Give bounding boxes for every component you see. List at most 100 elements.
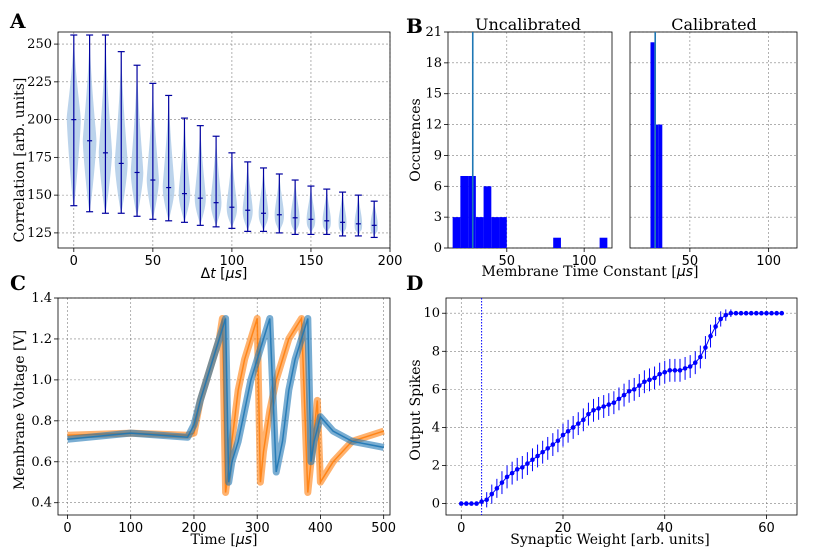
- histogram-bar: [475, 217, 484, 248]
- x-tick-label: 0: [457, 521, 465, 536]
- data-point: [698, 354, 703, 360]
- data-point: [509, 470, 515, 476]
- histogram-bar: [658, 124, 663, 248]
- panel-d-xlabel: Synaptic Weight [arb. units]: [510, 532, 709, 548]
- panel-d-errorbar-plot: 0 20 40 60 0 2 4 6 8 10: [423, 297, 798, 536]
- x-tick-label: 150: [299, 254, 324, 269]
- data-point: [535, 453, 540, 459]
- data-point: [754, 310, 759, 316]
- panel-a-violin-plot: 0 50 100 150 200 125 150 175 200 225 250: [27, 31, 403, 269]
- data-point: [601, 404, 606, 409]
- panel-b-uncalibrated-histogram: 50 100 0 3 6 9 12 15 18 21: [425, 25, 613, 269]
- data-point: [759, 310, 764, 316]
- histogram-bar: [650, 42, 655, 249]
- y-tick-label: 1.0: [31, 373, 52, 388]
- y-tick-label: 175: [27, 150, 52, 165]
- y-tick-label: 6: [432, 382, 440, 397]
- x-tick-label: 20: [555, 521, 572, 536]
- data-point: [540, 449, 545, 455]
- x-tick-label: 0: [63, 521, 71, 536]
- axes-frame: [57, 31, 391, 249]
- x-tick-label: 100: [756, 254, 781, 269]
- data-point: [591, 408, 596, 413]
- x-tick-label: 100: [219, 254, 244, 269]
- y-tick-label: 18: [425, 56, 442, 71]
- data-point: [596, 406, 601, 411]
- data-point: [662, 369, 668, 375]
- y-tick-label: 225: [27, 75, 52, 90]
- panel-b-calibrated-histogram: 50 100: [629, 31, 798, 269]
- data-point: [667, 368, 673, 373]
- y-tick-label: 12: [425, 118, 442, 133]
- axes-frame: [629, 31, 798, 249]
- data-point: [520, 465, 525, 470]
- y-tick-label: 9: [434, 148, 442, 163]
- data-point: [703, 345, 708, 350]
- y-tick-label: 150: [27, 188, 52, 203]
- panel-letter-c: C: [10, 271, 26, 295]
- y-tick-label: 1.4: [31, 291, 52, 306]
- data-point: [494, 486, 500, 491]
- data-point: [514, 467, 520, 472]
- data-point: [616, 396, 622, 402]
- data-point: [652, 375, 657, 381]
- data-point: [484, 497, 489, 503]
- x-tick-label: 50: [682, 254, 699, 269]
- data-point: [657, 371, 662, 377]
- histogram-bar: [460, 176, 469, 248]
- data-point: [743, 310, 749, 316]
- data-point: [565, 428, 571, 434]
- data-point: [728, 310, 734, 316]
- data-point: [474, 501, 479, 506]
- panel-a-xlabel: Δt [μs]: [201, 266, 248, 282]
- panel-c-xlabel: Time [μs]: [191, 532, 258, 548]
- y-tick-label: 10: [423, 306, 440, 321]
- y-tick-label: 200: [27, 113, 52, 128]
- x-tick-label: 50: [145, 254, 162, 269]
- data-point: [525, 461, 530, 466]
- axes-frame: [57, 297, 391, 516]
- x-tick-label: 50: [499, 254, 516, 269]
- data-point: [708, 333, 713, 339]
- data-point: [692, 360, 698, 366]
- histogram-bar: [491, 217, 500, 248]
- x-tick-label: 0: [70, 254, 78, 269]
- axes-frame: [447, 31, 613, 249]
- data-point: [642, 379, 647, 385]
- data-point: [723, 312, 729, 318]
- y-tick-label: 2: [432, 459, 440, 474]
- y-tick-label: 1.2: [31, 332, 52, 347]
- panel-b-xlabel: Membrane Time Constant [μs]: [481, 264, 698, 280]
- data-point: [575, 421, 581, 426]
- data-point: [606, 402, 612, 407]
- panel-letter-b: B: [406, 14, 423, 38]
- data-point: [504, 474, 510, 480]
- histogram-bar: [499, 217, 507, 248]
- y-tick-label: 21: [425, 25, 442, 40]
- data-point: [672, 368, 678, 373]
- x-tick-label: 200: [378, 254, 403, 269]
- data-point: [764, 310, 769, 316]
- panel-c-ylabel: Membrane Voltage [V]: [12, 330, 28, 490]
- data-point: [748, 310, 754, 316]
- y-tick-label: 0.4: [31, 496, 52, 511]
- histogram-bar: [553, 237, 561, 248]
- data-point: [479, 499, 484, 504]
- spikes-line: [461, 312, 782, 505]
- data-point: [489, 491, 495, 497]
- histogram-bar: [654, 124, 659, 248]
- blue-trace-line: [67, 318, 384, 483]
- data-point: [555, 438, 561, 444]
- data-point: [530, 457, 535, 463]
- data-point: [647, 377, 652, 383]
- x-tick-label: 500: [371, 521, 396, 536]
- panel-b-ylabel: Occurences: [408, 98, 424, 181]
- y-tick-label: 250: [27, 37, 52, 52]
- data-point: [769, 310, 774, 316]
- histogram-bar: [452, 217, 461, 248]
- data-point: [687, 364, 693, 369]
- y-tick-label: 8: [432, 344, 440, 359]
- y-tick-label: 0.8: [31, 414, 52, 429]
- data-point: [469, 501, 474, 506]
